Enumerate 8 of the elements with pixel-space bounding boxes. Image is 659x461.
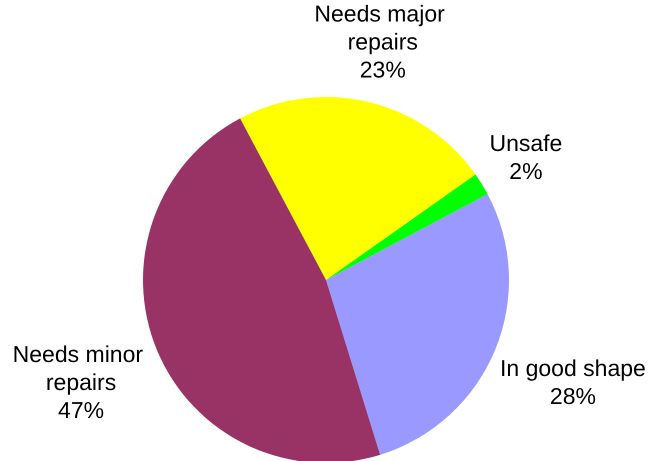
slice-label: In good shape [500,354,646,381]
data-label: 47% [58,396,104,423]
data-label: 23% [360,56,406,83]
slice-label: Unsafe [489,130,562,156]
data-label: 28% [550,382,596,409]
slice-label: Needs minor repairs [12,340,150,395]
data-label: 2% [509,158,543,184]
slice-label: Needs major repairs [314,0,452,55]
